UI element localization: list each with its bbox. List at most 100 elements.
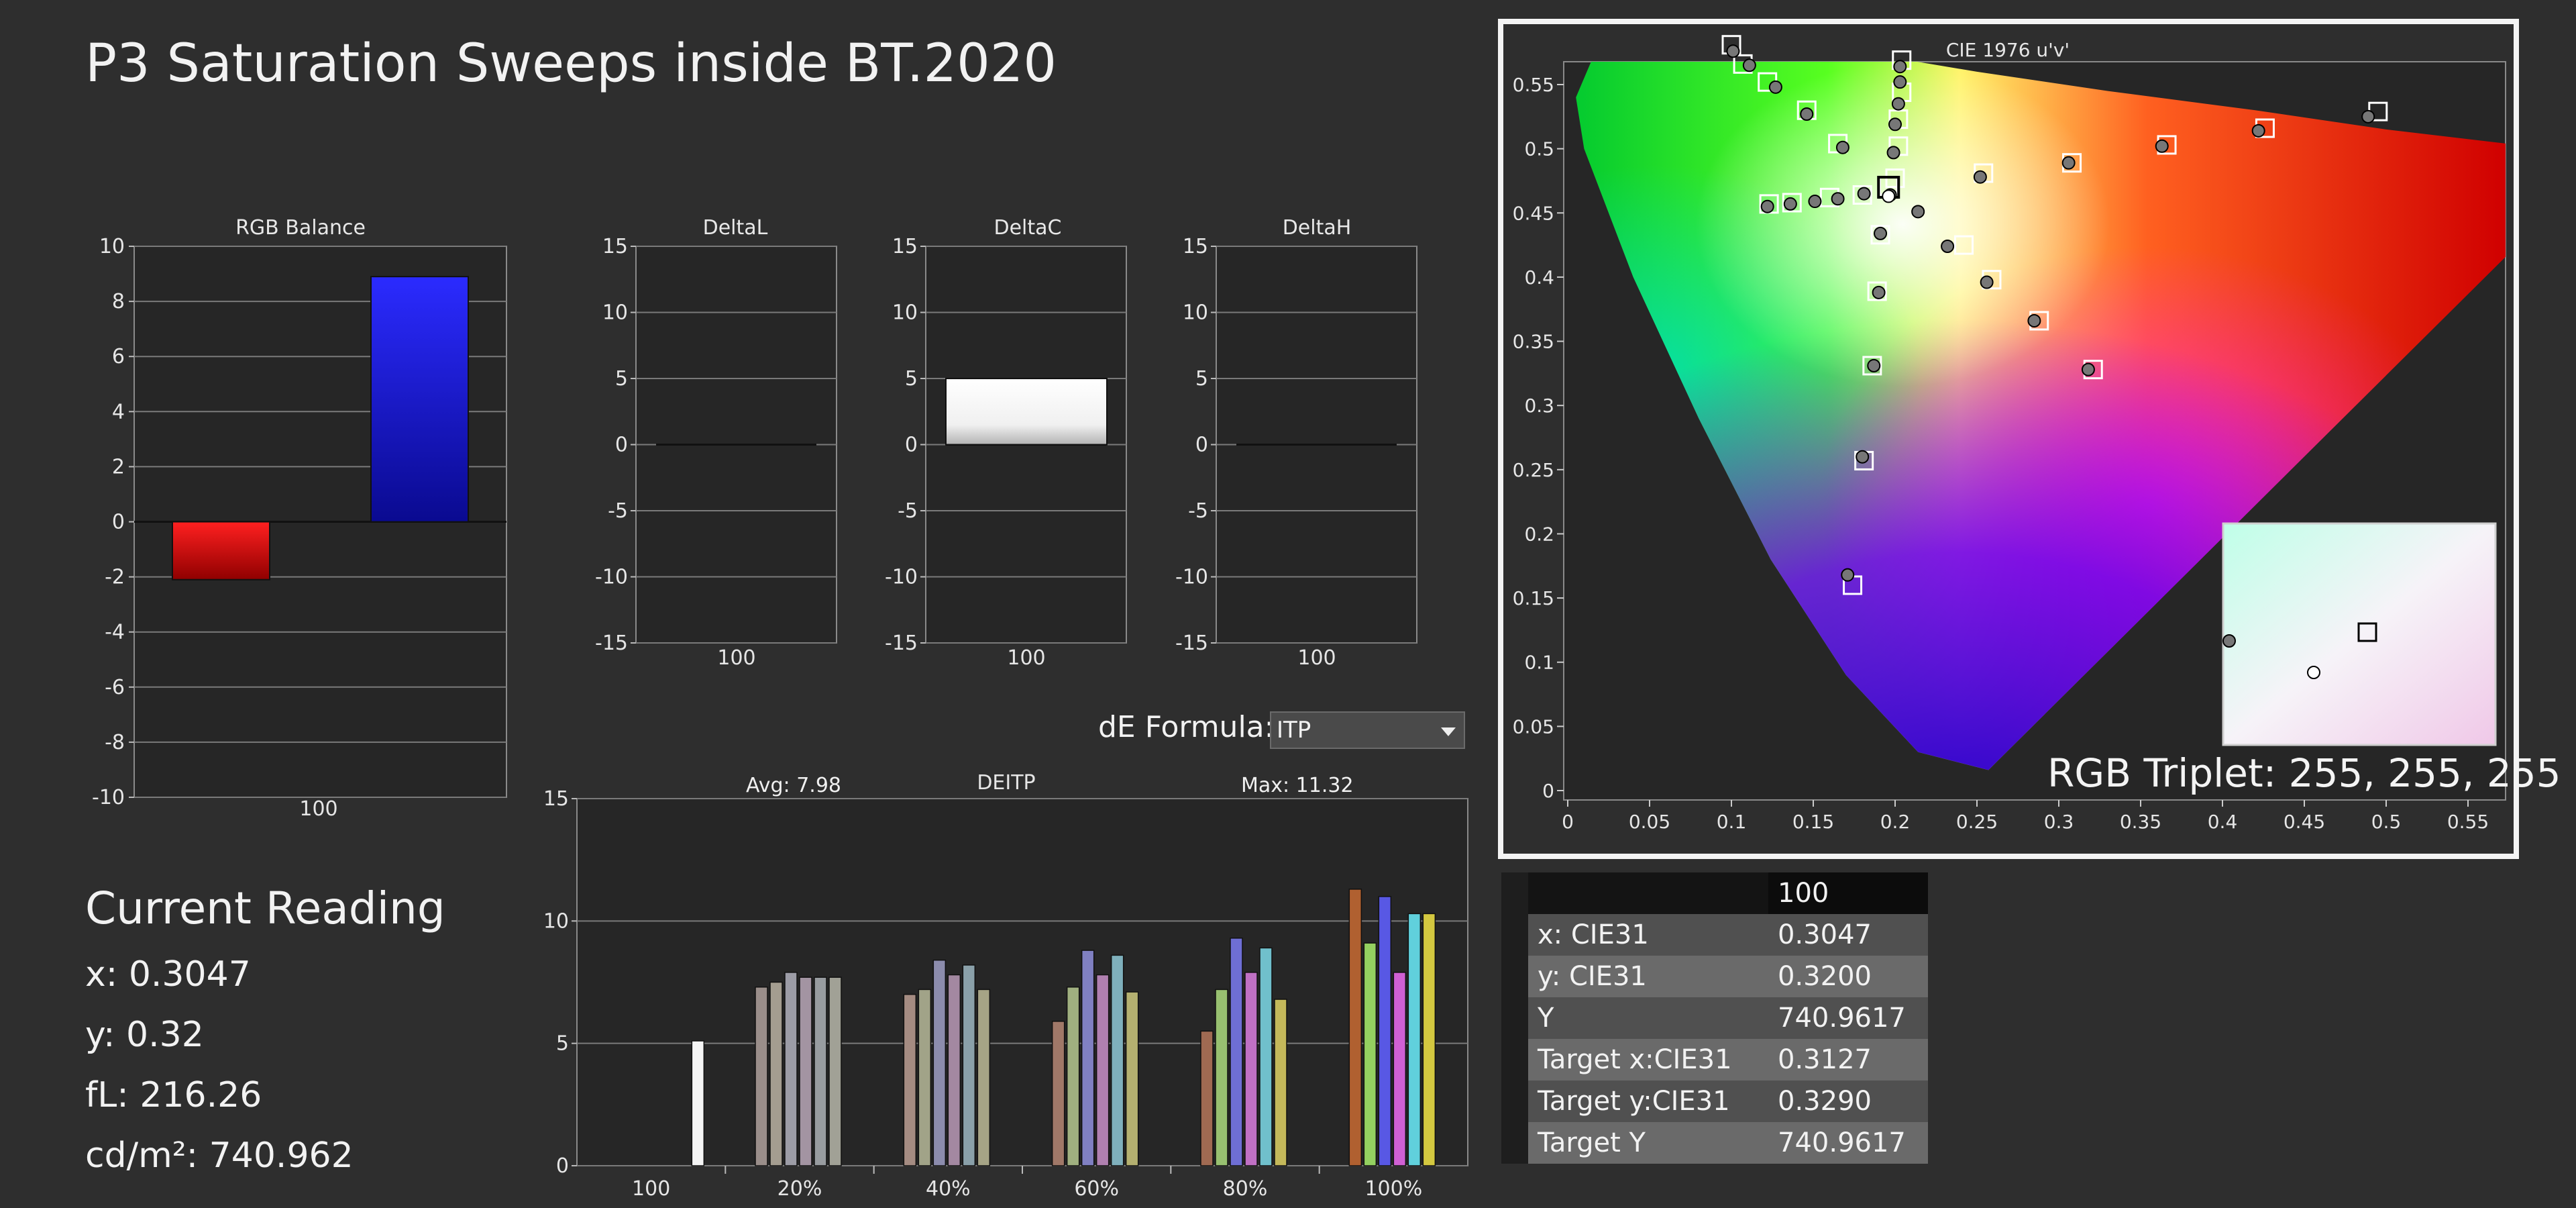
cie-measured-point: [1808, 195, 1822, 209]
deitp-bar: [799, 976, 812, 1166]
deitp-bar: [1215, 989, 1228, 1166]
table-row: y: CIE31 0.3200: [1501, 956, 1928, 997]
cie-inset: [2222, 522, 2497, 746]
cie-measured-point: [1760, 199, 1774, 213]
de-formula-select[interactable]: ITP: [1270, 711, 1465, 749]
deltah-category: 100: [1297, 646, 1336, 670]
deitp-bar: [1274, 999, 1287, 1166]
deitp-bar: [1244, 972, 1258, 1166]
y-tick-label: -5: [608, 499, 628, 523]
table-row: Y 740.9617: [1501, 997, 1928, 1039]
deitp-plot-area: [576, 798, 1468, 1166]
y-tick-label: 0.55: [1513, 74, 1554, 96]
cie-title: CIE 1976 u'v': [1946, 39, 2070, 61]
x-tick-label: 0.25: [1956, 811, 1998, 833]
deitp-bar: [814, 976, 827, 1166]
table-header-row: 100: [1501, 872, 1928, 914]
y-tick-label: 0: [615, 434, 628, 457]
deitp-bar: [918, 989, 932, 1166]
cie-measured-point: [1911, 205, 1925, 219]
x-tick-label: 0.05: [1629, 811, 1670, 833]
cie-measured-point: [1886, 146, 1900, 160]
inset-edge-marker: [2222, 634, 2236, 648]
y-tick-label: 0: [1195, 434, 1208, 457]
cie-measured-point: [2251, 123, 2265, 138]
y-tick-label: -15: [1175, 632, 1208, 655]
cie-measured-point: [1726, 44, 1740, 58]
reading-x: x: 0.3047: [85, 954, 251, 995]
cie-measured-point: [1841, 568, 1855, 582]
y-tick-label: 0.05: [1513, 715, 1554, 738]
deitp-bar: [755, 987, 768, 1166]
cie-measured-point: [1872, 285, 1886, 299]
reading-fl: fL: 216.26: [85, 1075, 262, 1115]
rgb-blue-bar: [370, 276, 469, 523]
cie-target-marker: [1862, 356, 1882, 376]
deitp-bar: [903, 993, 917, 1166]
cie-target-marker: [1852, 185, 1872, 205]
deitp-bar: [1407, 913, 1421, 1166]
deitp-bar: [1230, 938, 1243, 1166]
y-tick-label: -2: [105, 566, 125, 589]
deitp-bar: [784, 972, 798, 1166]
cie-measured-point: [1783, 197, 1797, 211]
deitp-bar: [1393, 972, 1407, 1166]
deitp-avg-label: Avg: 7.98: [746, 774, 841, 797]
cie-measured-point: [1856, 450, 1870, 464]
y-tick-label: -10: [1175, 566, 1208, 589]
y-tick-label: 2: [112, 455, 125, 479]
y-tick-label: 0: [1542, 780, 1554, 802]
y-tick-label: 0: [905, 434, 918, 457]
deitp-bar: [1095, 974, 1110, 1166]
reading-y: y: 0.32: [85, 1015, 204, 1055]
y-tick-label: 15: [602, 235, 628, 258]
inset-target-marker: [2357, 622, 2377, 642]
cie-target-marker: [1867, 281, 1887, 301]
x-tick-label: 0.5: [2371, 811, 2402, 833]
cie-measured-point: [1874, 226, 1888, 240]
deitp-bar: [1422, 913, 1436, 1166]
y-tick-label: 0.45: [1513, 202, 1554, 224]
y-tick-label: 15: [892, 235, 918, 258]
y-tick-label: 0: [556, 1154, 569, 1178]
rgb-category-label: 100: [299, 797, 337, 821]
deitp-bar: [1200, 1030, 1214, 1166]
deltal-category: 100: [717, 646, 755, 670]
x-tick-label: 80%: [1223, 1177, 1268, 1201]
x-tick-label: 60%: [1074, 1177, 1119, 1201]
deitp-bar: [1363, 942, 1377, 1166]
y-tick-label: 10: [892, 301, 918, 325]
y-tick-label: 5: [615, 367, 628, 391]
table-header-cell: 100: [1768, 872, 1928, 914]
y-tick-label: 0.3: [1524, 395, 1554, 417]
deltah-title: DeltaH: [1282, 216, 1352, 240]
rgb-red-bar: [172, 521, 270, 581]
cie-measured-point: [2027, 313, 2041, 328]
x-tick-label: 100%: [1364, 1177, 1422, 1201]
y-tick-label: -15: [595, 632, 628, 655]
y-tick-label: -8: [105, 731, 125, 754]
deitp-bar: [962, 964, 976, 1166]
x-tick-label: 40%: [926, 1177, 971, 1201]
x-tick-label: 0.55: [2447, 811, 2489, 833]
deitp-title: DEITP: [977, 771, 1035, 795]
rgb-balance-title: RGB Balance: [235, 216, 366, 240]
deitp-bar: [932, 959, 947, 1166]
y-tick-label: -4: [105, 621, 125, 644]
y-tick-label: 5: [905, 367, 918, 391]
deltac-category: 100: [1007, 646, 1045, 670]
rgb-balance-chart: 10 8 6 4 2 0 -2 -4 -6 -8 -10 100: [92, 235, 507, 821]
cie-measured-point: [1893, 60, 1907, 74]
delta-charts: 15 10 5 0 -5 -10 -15 15 10 5 0 -5 -10 -15 15 10 5 0 -5 -10 -…: [595, 235, 1417, 670]
cie-measured-point: [1893, 75, 1907, 89]
y-tick-label: -10: [885, 566, 918, 589]
y-tick-label: 8: [112, 290, 125, 313]
y-tick-label: 5: [1195, 367, 1208, 391]
x-tick-label: 20%: [777, 1177, 822, 1201]
reading-cdm2: cd/m²: 740.962: [85, 1136, 354, 1176]
cie-measured-point: [1882, 189, 1896, 203]
cie-measured-point: [1867, 358, 1881, 372]
table-row: Target y:CIE31 0.3290: [1501, 1080, 1928, 1122]
y-tick-label: -6: [105, 676, 125, 699]
y-tick-label: 0.15: [1513, 587, 1554, 609]
